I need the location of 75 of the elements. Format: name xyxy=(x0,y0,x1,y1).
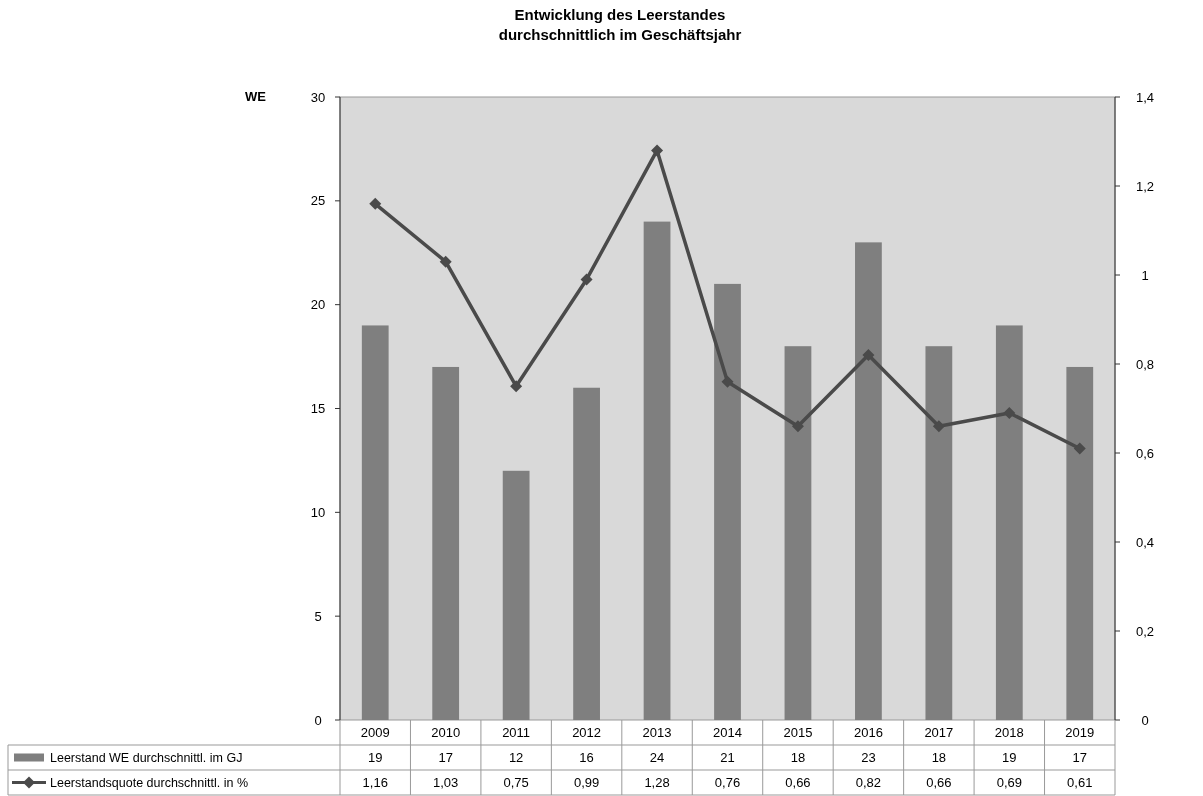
data-label: 18 xyxy=(931,750,947,766)
y-tick-label: 5 xyxy=(314,608,322,624)
y2-tick-label: 1 xyxy=(1141,267,1149,283)
data-label: 0,82 xyxy=(855,775,882,791)
y-tick-label: 30 xyxy=(310,89,326,105)
point xyxy=(862,349,875,362)
y-tick-label: 0 xyxy=(314,712,322,728)
bar xyxy=(925,346,953,720)
data-label: 17 xyxy=(1072,750,1088,766)
chart-title: Entwicklung des Leerstandes xyxy=(514,6,726,23)
bar xyxy=(995,325,1023,720)
data-label: 19 xyxy=(1002,750,1017,766)
point xyxy=(1003,406,1016,419)
data-label: 0,61 xyxy=(1067,775,1093,791)
x-tick-label: 2019 xyxy=(1065,725,1095,741)
data-label: 1,16 xyxy=(362,775,388,791)
y2-tick-label: 0,2 xyxy=(1135,623,1155,639)
y-tick-label: 10 xyxy=(310,504,326,520)
data-label: 17 xyxy=(438,750,453,766)
data-label: 1,03 xyxy=(433,775,459,791)
y2-tick-label: 0,8 xyxy=(1135,356,1155,372)
bar xyxy=(643,221,671,720)
data-label: 19 xyxy=(367,750,383,766)
legend-label: Leerstand WE durchschnittl. im GJ xyxy=(50,750,243,765)
bar xyxy=(502,470,530,720)
data-label: 24 xyxy=(649,750,665,766)
x-tick-label: 2015 xyxy=(783,725,813,741)
y-tick-label: 20 xyxy=(310,297,326,313)
x-tick-label: 2009 xyxy=(360,725,390,741)
point xyxy=(721,375,734,388)
point xyxy=(1073,442,1086,455)
y-axis-title: WE xyxy=(245,89,267,104)
bar xyxy=(855,242,882,720)
y-tick-label: 15 xyxy=(310,401,326,417)
data-label: 0,76 xyxy=(714,775,741,791)
data-label: 21 xyxy=(720,750,735,766)
y2-tick-label: 0,6 xyxy=(1135,445,1155,461)
bar xyxy=(361,325,389,720)
point xyxy=(651,144,664,157)
x-tick-label: 2016 xyxy=(853,725,883,741)
y-tick-label: 25 xyxy=(310,193,326,209)
point xyxy=(932,420,945,433)
data-label: 0,66 xyxy=(926,775,952,791)
point xyxy=(791,420,804,433)
x-tick-label: 2010 xyxy=(431,725,461,741)
data-label: 16 xyxy=(579,750,594,766)
bar xyxy=(573,387,600,720)
point xyxy=(510,380,523,393)
data-label: 0,75 xyxy=(503,775,529,791)
bar xyxy=(1066,366,1094,720)
point xyxy=(580,273,593,286)
y2-tick-label: 1,4 xyxy=(1135,89,1155,105)
data-label: 18 xyxy=(790,750,806,766)
x-tick-label: 2014 xyxy=(713,725,742,741)
point xyxy=(439,255,452,268)
chart-subtitle: durchschnittlich im Geschäftsjahr xyxy=(498,26,742,43)
data-label: 23 xyxy=(861,750,876,766)
y2-tick-label: 0,4 xyxy=(1135,534,1155,550)
x-tick-label: 2012 xyxy=(572,725,602,741)
data-label: 0,66 xyxy=(785,775,811,791)
data-label: 0,99 xyxy=(573,775,600,791)
legend-label: Leerstandsquote durchschnittl. in % xyxy=(50,775,249,790)
point xyxy=(369,197,382,210)
y2-tick-label: 1,2 xyxy=(1135,178,1155,194)
data-label: 12 xyxy=(508,750,524,766)
bar xyxy=(432,366,460,720)
x-tick-label: 2018 xyxy=(994,725,1024,741)
y2-tick-label: 0 xyxy=(1141,712,1149,728)
bar xyxy=(714,283,741,720)
data-label: 0,69 xyxy=(996,775,1022,791)
x-tick-label: 2011 xyxy=(502,725,531,741)
bar xyxy=(784,346,812,720)
data-label: 1,28 xyxy=(644,775,670,791)
x-tick-label: 2017 xyxy=(924,725,954,741)
x-tick-label: 2013 xyxy=(642,725,672,741)
